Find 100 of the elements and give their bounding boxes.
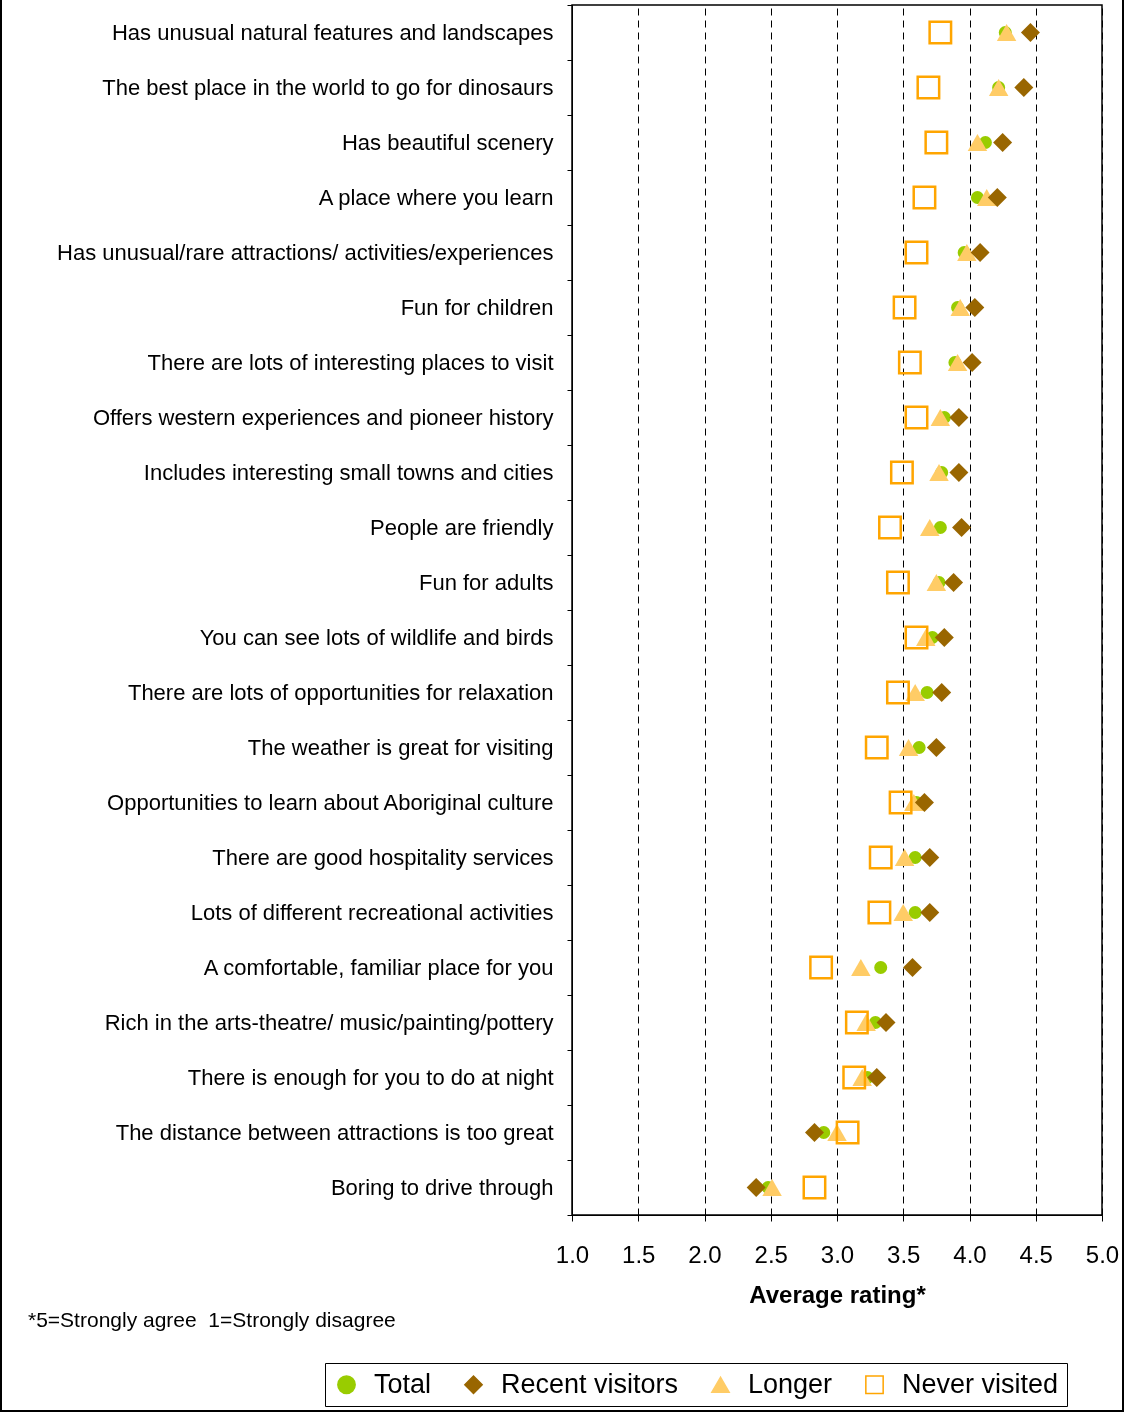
point (914, 793, 934, 812)
point (876, 1013, 896, 1032)
point (924, 130, 949, 155)
point (835, 1120, 860, 1145)
y-tick-label: Rich in the arts-theatre/ music/painting/pottery (104, 1010, 554, 1035)
point (926, 738, 946, 757)
point (916, 75, 941, 100)
y-tick-label: Has beautiful scenery (341, 130, 554, 155)
point (904, 240, 929, 265)
point (993, 133, 1013, 152)
point (949, 408, 969, 427)
point (904, 405, 929, 430)
y-tick-label: Offers western experiences and pioneer history (92, 405, 554, 430)
y-tick-label: A comfortable, familiar place for you (203, 955, 554, 980)
point (920, 519, 940, 536)
y-tick-label: There are lots of interesting places to visit (147, 350, 554, 375)
x-tick-label: 4.0 (953, 1240, 987, 1268)
point (885, 570, 910, 595)
point (912, 185, 937, 210)
point (802, 1175, 827, 1200)
point (874, 960, 888, 975)
point (928, 20, 953, 45)
point (897, 350, 922, 375)
x-tick-label: 1.0 (555, 1240, 590, 1268)
point (926, 574, 947, 591)
legend-label: Never visited (902, 1368, 1059, 1399)
x-tick-label: 1.5 (622, 1240, 656, 1268)
point (762, 1179, 782, 1196)
point (996, 24, 1017, 41)
point (1020, 23, 1040, 42)
point (908, 905, 922, 920)
y-tick-label: Includes interesting small towns and cities (143, 460, 554, 485)
y-tick-label: Fun for adults (418, 570, 554, 595)
point (952, 518, 972, 537)
point (804, 1123, 824, 1142)
point (962, 353, 982, 372)
point (929, 464, 949, 481)
y-tick-label: The distance between attractions is too great (115, 1120, 554, 1145)
point (868, 845, 893, 870)
x-tick-label: 4.5 (1019, 1240, 1053, 1268)
y-tick-label: Has unusual natural features and landscapes (111, 20, 554, 45)
point (888, 790, 913, 815)
point (1014, 78, 1034, 97)
legend-label: Total (374, 1368, 432, 1399)
point (934, 628, 954, 647)
point (957, 244, 977, 261)
y-tick-label: Fun for children (400, 295, 554, 320)
point (920, 685, 934, 700)
point (932, 683, 952, 702)
point (903, 958, 923, 977)
point (894, 849, 915, 866)
y-tick-label: People are friendly (370, 515, 554, 540)
y-tick-label: You can see lots of wildlife and birds (199, 625, 554, 650)
point (933, 520, 947, 535)
point (842, 1065, 867, 1090)
legend-label: Longer (748, 1368, 833, 1399)
point (967, 134, 988, 151)
point (920, 903, 940, 922)
y-tick-label: Has unusual/rare attractions/ activities/experiences (57, 240, 554, 265)
y-tick-label: There is enough for you to do at night (187, 1065, 554, 1090)
point (864, 735, 889, 760)
point (950, 299, 970, 316)
point (987, 188, 1007, 207)
point (930, 409, 951, 426)
text: *5=Strongly agree 1=Strongly disagree (28, 1308, 396, 1332)
x-tick-label: 3.5 (887, 1240, 921, 1268)
y-tick-label: There are good hospitality services (212, 845, 554, 870)
point (892, 295, 917, 320)
y-tick-label: Opportunities to learn about Aboriginal culture (107, 790, 554, 815)
point (889, 460, 914, 485)
point (898, 739, 919, 756)
y-tick-label: There are lots of opportunities for relaxation (127, 680, 554, 705)
x-tick-label: 5.0 (1085, 1240, 1120, 1268)
y-tick-label: The weather is great for visiting (247, 735, 554, 760)
point (746, 1178, 766, 1197)
point (851, 959, 871, 976)
point (912, 740, 926, 755)
point (908, 850, 922, 865)
point (944, 573, 964, 592)
point (920, 848, 940, 867)
point (947, 354, 968, 371)
point (988, 79, 1009, 96)
x-axis-title: Average rating* (749, 1280, 927, 1308)
point (844, 1010, 869, 1035)
point (885, 680, 910, 705)
point (867, 900, 892, 925)
y-tick-label: Lots of different recreational activities (190, 900, 554, 925)
point (893, 904, 913, 921)
legend-label: Recent visitors (501, 1368, 679, 1399)
point (878, 515, 902, 540)
point (809, 955, 834, 980)
point (904, 625, 929, 650)
point (949, 463, 969, 482)
point (965, 298, 985, 317)
x-tick-label: 2.5 (754, 1240, 788, 1268)
y-tick-label: The best place in the world to go for dinosaurs (102, 75, 554, 100)
y-tick-label: Boring to drive through (330, 1175, 554, 1200)
x-tick-label: 3.0 (820, 1240, 855, 1268)
y-tick-label: A place where you learn (318, 185, 554, 210)
x-tick-label: 2.0 (688, 1240, 722, 1268)
